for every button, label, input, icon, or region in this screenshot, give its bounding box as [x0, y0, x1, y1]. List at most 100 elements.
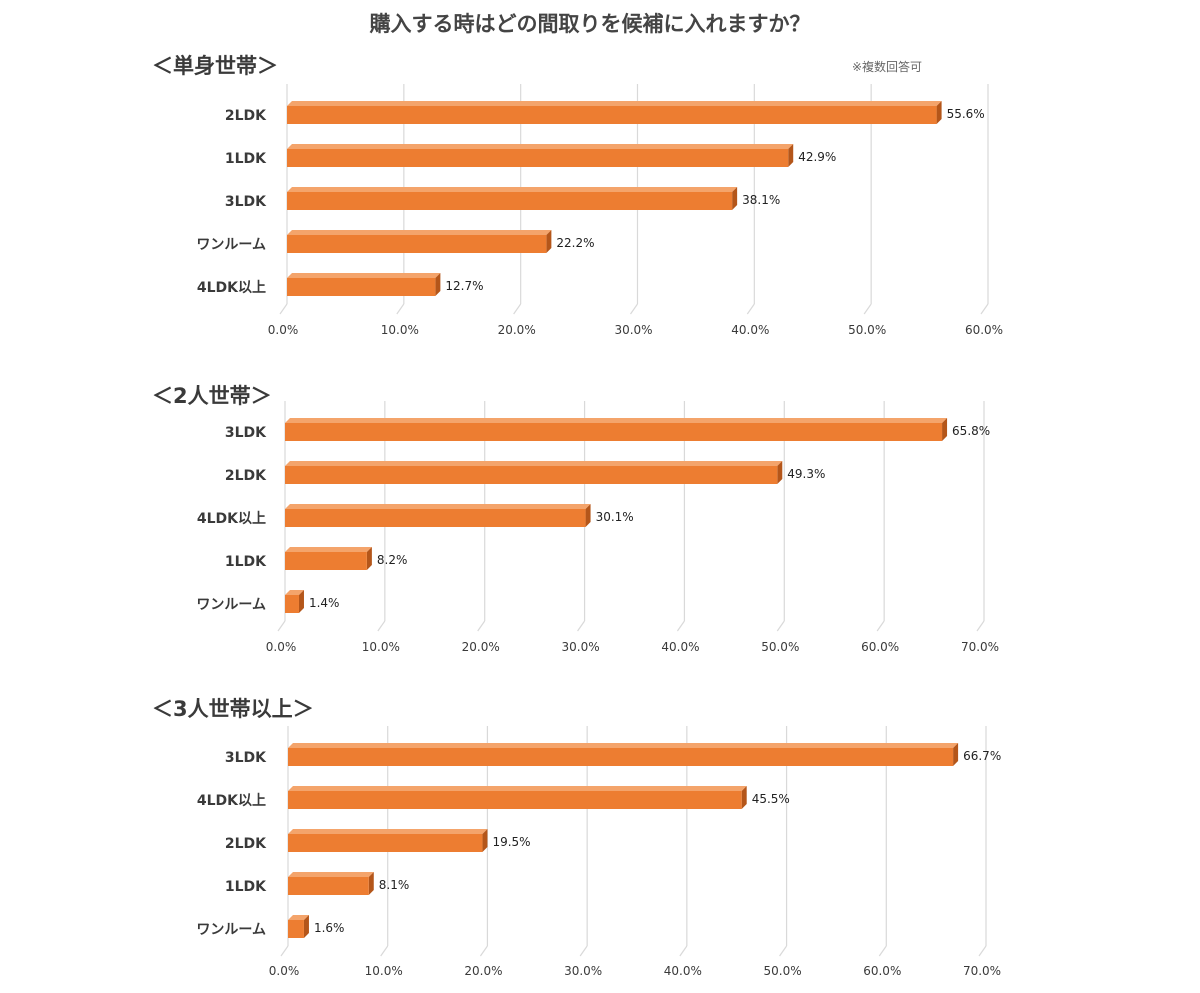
category-label: 4LDK以上	[197, 511, 266, 527]
bar-side-face	[585, 504, 591, 527]
bar-front-face	[288, 920, 304, 938]
x-tick-label: 20.0%	[462, 640, 500, 654]
bar-front-face	[288, 748, 954, 766]
x-tick-label: 40.0%	[664, 964, 702, 978]
bar-front-face	[285, 466, 778, 484]
bar	[288, 786, 747, 809]
x-tick-label: 30.0%	[614, 323, 652, 337]
value-label: 8.2%	[377, 553, 408, 567]
bar	[287, 101, 942, 124]
gridline-floor	[976, 620, 985, 632]
gridline-floor	[876, 620, 885, 632]
value-label: 22.2%	[556, 236, 594, 250]
bar-side-face	[953, 743, 959, 766]
chart-plot: 0.0% 10.0% 20.0% 30.0% 40.0% 50.0% 60.0% 70.0% 3…	[196, 726, 1001, 978]
bar-top-face	[288, 829, 488, 834]
chart-two-person-household: ＜2人世帯＞ 0.0% 10.0% 20.0% 30.0% 40.0% 50.0% 60.0…	[0, 380, 1200, 665]
category-label: ワンルーム	[196, 237, 266, 253]
bar-side-face	[732, 187, 738, 210]
x-tick-label: 0.0%	[266, 640, 297, 654]
bar-front-face	[287, 278, 436, 296]
gridline-floor	[676, 620, 685, 632]
bar-side-face	[298, 590, 304, 613]
gridline-floor	[377, 620, 386, 632]
gridline-floor	[513, 303, 522, 315]
category-label: 4LDK以上	[197, 280, 266, 296]
category-label: 2LDK	[225, 468, 267, 484]
bar-top-face	[285, 418, 948, 423]
bar	[287, 230, 552, 253]
page-title: 購入する時はどの間取りを候補に入れますか？	[369, 12, 811, 36]
x-tick-label: 60.0%	[861, 640, 899, 654]
category-label: ワンルーム	[196, 922, 266, 938]
bar-top-face	[287, 273, 441, 278]
bar-top-face	[285, 461, 783, 466]
chart-note: ※複数回答可	[852, 60, 923, 74]
bar	[287, 187, 738, 210]
gridline-floor	[479, 945, 488, 957]
bar-front-face	[288, 877, 369, 895]
bar-side-face	[936, 101, 942, 124]
value-label: 19.5%	[492, 835, 530, 849]
bar	[287, 273, 441, 296]
bar-top-face	[288, 872, 374, 877]
x-tick-label: 50.0%	[848, 323, 886, 337]
chart-plot: 0.0% 10.0% 20.0% 30.0% 40.0% 50.0% 60.0% 70.0% 3…	[196, 401, 999, 654]
gridline-floor	[679, 945, 688, 957]
gridline-floor	[878, 945, 887, 957]
value-label: 55.6%	[947, 107, 985, 121]
x-tick-label: 40.0%	[661, 640, 699, 654]
bar-front-face	[287, 192, 733, 210]
value-label: 65.8%	[952, 424, 990, 438]
value-label: 8.1%	[379, 878, 410, 892]
category-label: 3LDK	[225, 750, 267, 766]
bar-front-face	[288, 834, 483, 852]
gridline-floor	[863, 303, 872, 315]
x-tick-label: 20.0%	[498, 323, 536, 337]
bar-front-face	[285, 423, 943, 441]
bar-top-face	[288, 915, 309, 920]
gridline-floor	[577, 620, 586, 632]
bar-front-face	[285, 509, 586, 527]
value-label: 12.7%	[445, 279, 483, 293]
bar-front-face	[287, 235, 547, 253]
bar-top-face	[287, 144, 794, 149]
bar-top-face	[287, 187, 738, 192]
gridline-floor	[280, 945, 289, 957]
bar-side-face	[942, 418, 948, 441]
bar	[285, 547, 372, 570]
category-label: 2LDK	[225, 108, 267, 124]
chart-title: ＜3人世帯以上＞	[152, 697, 314, 721]
value-label: 38.1%	[742, 193, 780, 207]
x-tick-label: 10.0%	[365, 964, 403, 978]
x-tick-label: 0.0%	[268, 323, 299, 337]
bar-front-face	[285, 595, 299, 613]
x-tick-label: 30.0%	[564, 964, 602, 978]
gridline-floor	[477, 620, 486, 632]
value-label: 42.9%	[798, 150, 836, 164]
gridline-floor	[746, 303, 755, 315]
gridline-floor	[396, 303, 405, 315]
bar-front-face	[287, 106, 937, 124]
chart-title: ＜単身世帯＞	[152, 54, 278, 78]
x-tick-label: 10.0%	[362, 640, 400, 654]
category-label: 1LDK	[225, 554, 267, 570]
x-tick-label: 60.0%	[863, 964, 901, 978]
bar-front-face	[285, 552, 367, 570]
gridline-floor	[776, 620, 785, 632]
x-tick-label: 70.0%	[963, 964, 1001, 978]
chart-three-plus-household: ＜3人世帯以上＞ 0.0% 10.0% 20.0% 30.0% 40.0% 50.0% 60…	[0, 693, 1200, 988]
bar-side-face	[777, 461, 783, 484]
chart-title: ＜2人世帯＞	[152, 384, 272, 408]
category-label: 1LDK	[225, 151, 267, 167]
bar-side-face	[368, 872, 374, 895]
bar-top-face	[287, 230, 552, 235]
gridline-floor	[978, 945, 987, 957]
chart-single-household: ＜単身世帯＞ ※複数回答可 0.0% 10.0% 20.0% 30.0% 40.0% 50…	[0, 50, 1200, 350]
category-label: 3LDK	[225, 194, 267, 210]
gridline-floor	[380, 945, 389, 957]
bar-top-face	[287, 101, 942, 106]
bar	[285, 504, 591, 527]
gridline-floor	[630, 303, 638, 315]
bar-top-face	[285, 504, 591, 509]
